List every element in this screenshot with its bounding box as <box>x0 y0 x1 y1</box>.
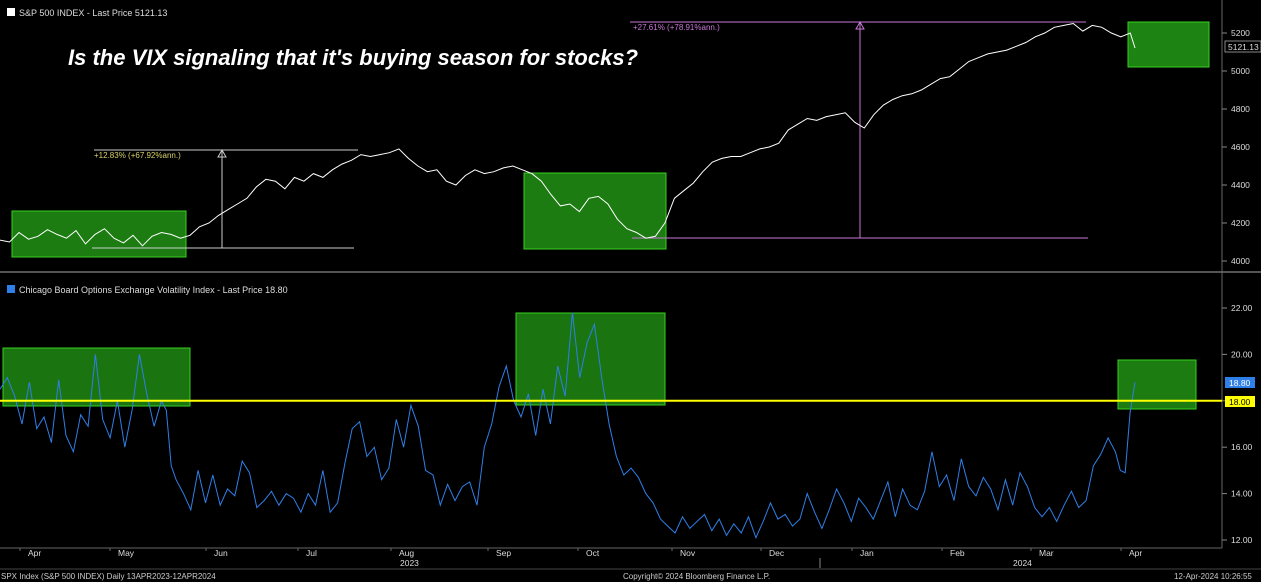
vix-legend-swatch <box>7 285 15 293</box>
spx-ytick-label: 4400 <box>1231 180 1250 190</box>
x-axis-month-label: Jul <box>306 548 317 558</box>
vix-y-ticks: 12.00 14.00 16.00 20.00 22.00 <box>1222 303 1253 545</box>
annotation-2-label: +27.61% (+78.91%ann.) <box>633 23 720 32</box>
vix-last-price-badge <box>1225 377 1255 388</box>
spx-ytick-label: 4000 <box>1231 256 1250 266</box>
vix-series-line <box>0 312 1136 540</box>
x-axis-year-2024: 2024 <box>1013 558 1032 568</box>
x-axis-month-label: Dec <box>769 548 785 558</box>
footer-timestamp: 12-Apr-2024 10:26:55 <box>1174 572 1252 581</box>
spx-last-price-label: 5121.13 <box>1228 42 1259 52</box>
spx-highlight-box-3 <box>1127 21 1210 68</box>
x-axis-month-label: Feb <box>950 548 965 558</box>
vix-ytick-label: 22.00 <box>1231 303 1253 313</box>
spx-last-price-badge <box>1224 40 1261 53</box>
x-axis-month-label: Apr <box>28 548 41 558</box>
headline: Is the VIX signaling that it's buying se… <box>68 45 638 70</box>
footer-copyright: Copyright© 2024 Bloomberg Finance L.P. <box>623 572 770 581</box>
x-axis-month-label: Sep <box>496 548 511 558</box>
annotation-1-arrow-head <box>217 148 227 158</box>
spx-series-line <box>0 22 1136 247</box>
spx-y-ticks: 4000 4200 4400 4600 4800 5000 5200 <box>1222 28 1250 266</box>
reference-value-label: 18.00 <box>1229 397 1251 407</box>
x-axis-year-2023: 2023 <box>400 558 419 568</box>
vix-ytick-label: 16.00 <box>1231 442 1253 452</box>
vix-ytick-label: 20.00 <box>1231 349 1253 359</box>
x-axis-month-label: Oct <box>586 548 600 558</box>
vix-last-price-label: 18.80 <box>1229 378 1251 388</box>
vix-highlight-box-1 <box>2 347 191 407</box>
vix-ytick-label: 12.00 <box>1231 535 1253 545</box>
spx-ytick-label: 4800 <box>1231 104 1250 114</box>
x-axis-month-label: Mar <box>1039 548 1054 558</box>
spx-ytick-label: 4200 <box>1231 218 1250 228</box>
annotation-2-arrow-head <box>855 20 865 30</box>
x-axis-month-label: May <box>118 548 135 558</box>
x-axis-month-labels: Apr May Jun Jul Aug Sep Oct Nov Dec Jan Feb Mar Apr <box>19 548 1142 558</box>
vix-highlight-box-2 <box>515 312 666 406</box>
x-axis-month-label: Jan <box>860 548 874 558</box>
vix-legend-label: Chicago Board Options Exchange Volatilit… <box>19 285 288 295</box>
x-axis-month-label: Nov <box>680 548 696 558</box>
vix-ytick-label: 14.00 <box>1231 489 1253 499</box>
spx-legend-swatch <box>7 8 15 16</box>
spx-ytick-label: 4600 <box>1231 142 1250 152</box>
x-axis-month-label: Jun <box>214 548 228 558</box>
annotation-1-label: +12.83% (+67.92%ann.) <box>94 151 181 160</box>
spx-ytick-label: 5200 <box>1231 28 1250 38</box>
footer-left: SPX Index (S&P 500 INDEX) Daily 13APR202… <box>1 572 216 581</box>
spx-highlight-box-1 <box>11 210 187 258</box>
x-axis-month-label: Aug <box>399 548 414 558</box>
reference-value-badge <box>1225 396 1255 407</box>
x-axis-month-label: Apr <box>1129 548 1142 558</box>
spx-ytick-label: 5000 <box>1231 66 1250 76</box>
spx-legend-label: S&P 500 INDEX - Last Price 5121.13 <box>19 8 167 18</box>
